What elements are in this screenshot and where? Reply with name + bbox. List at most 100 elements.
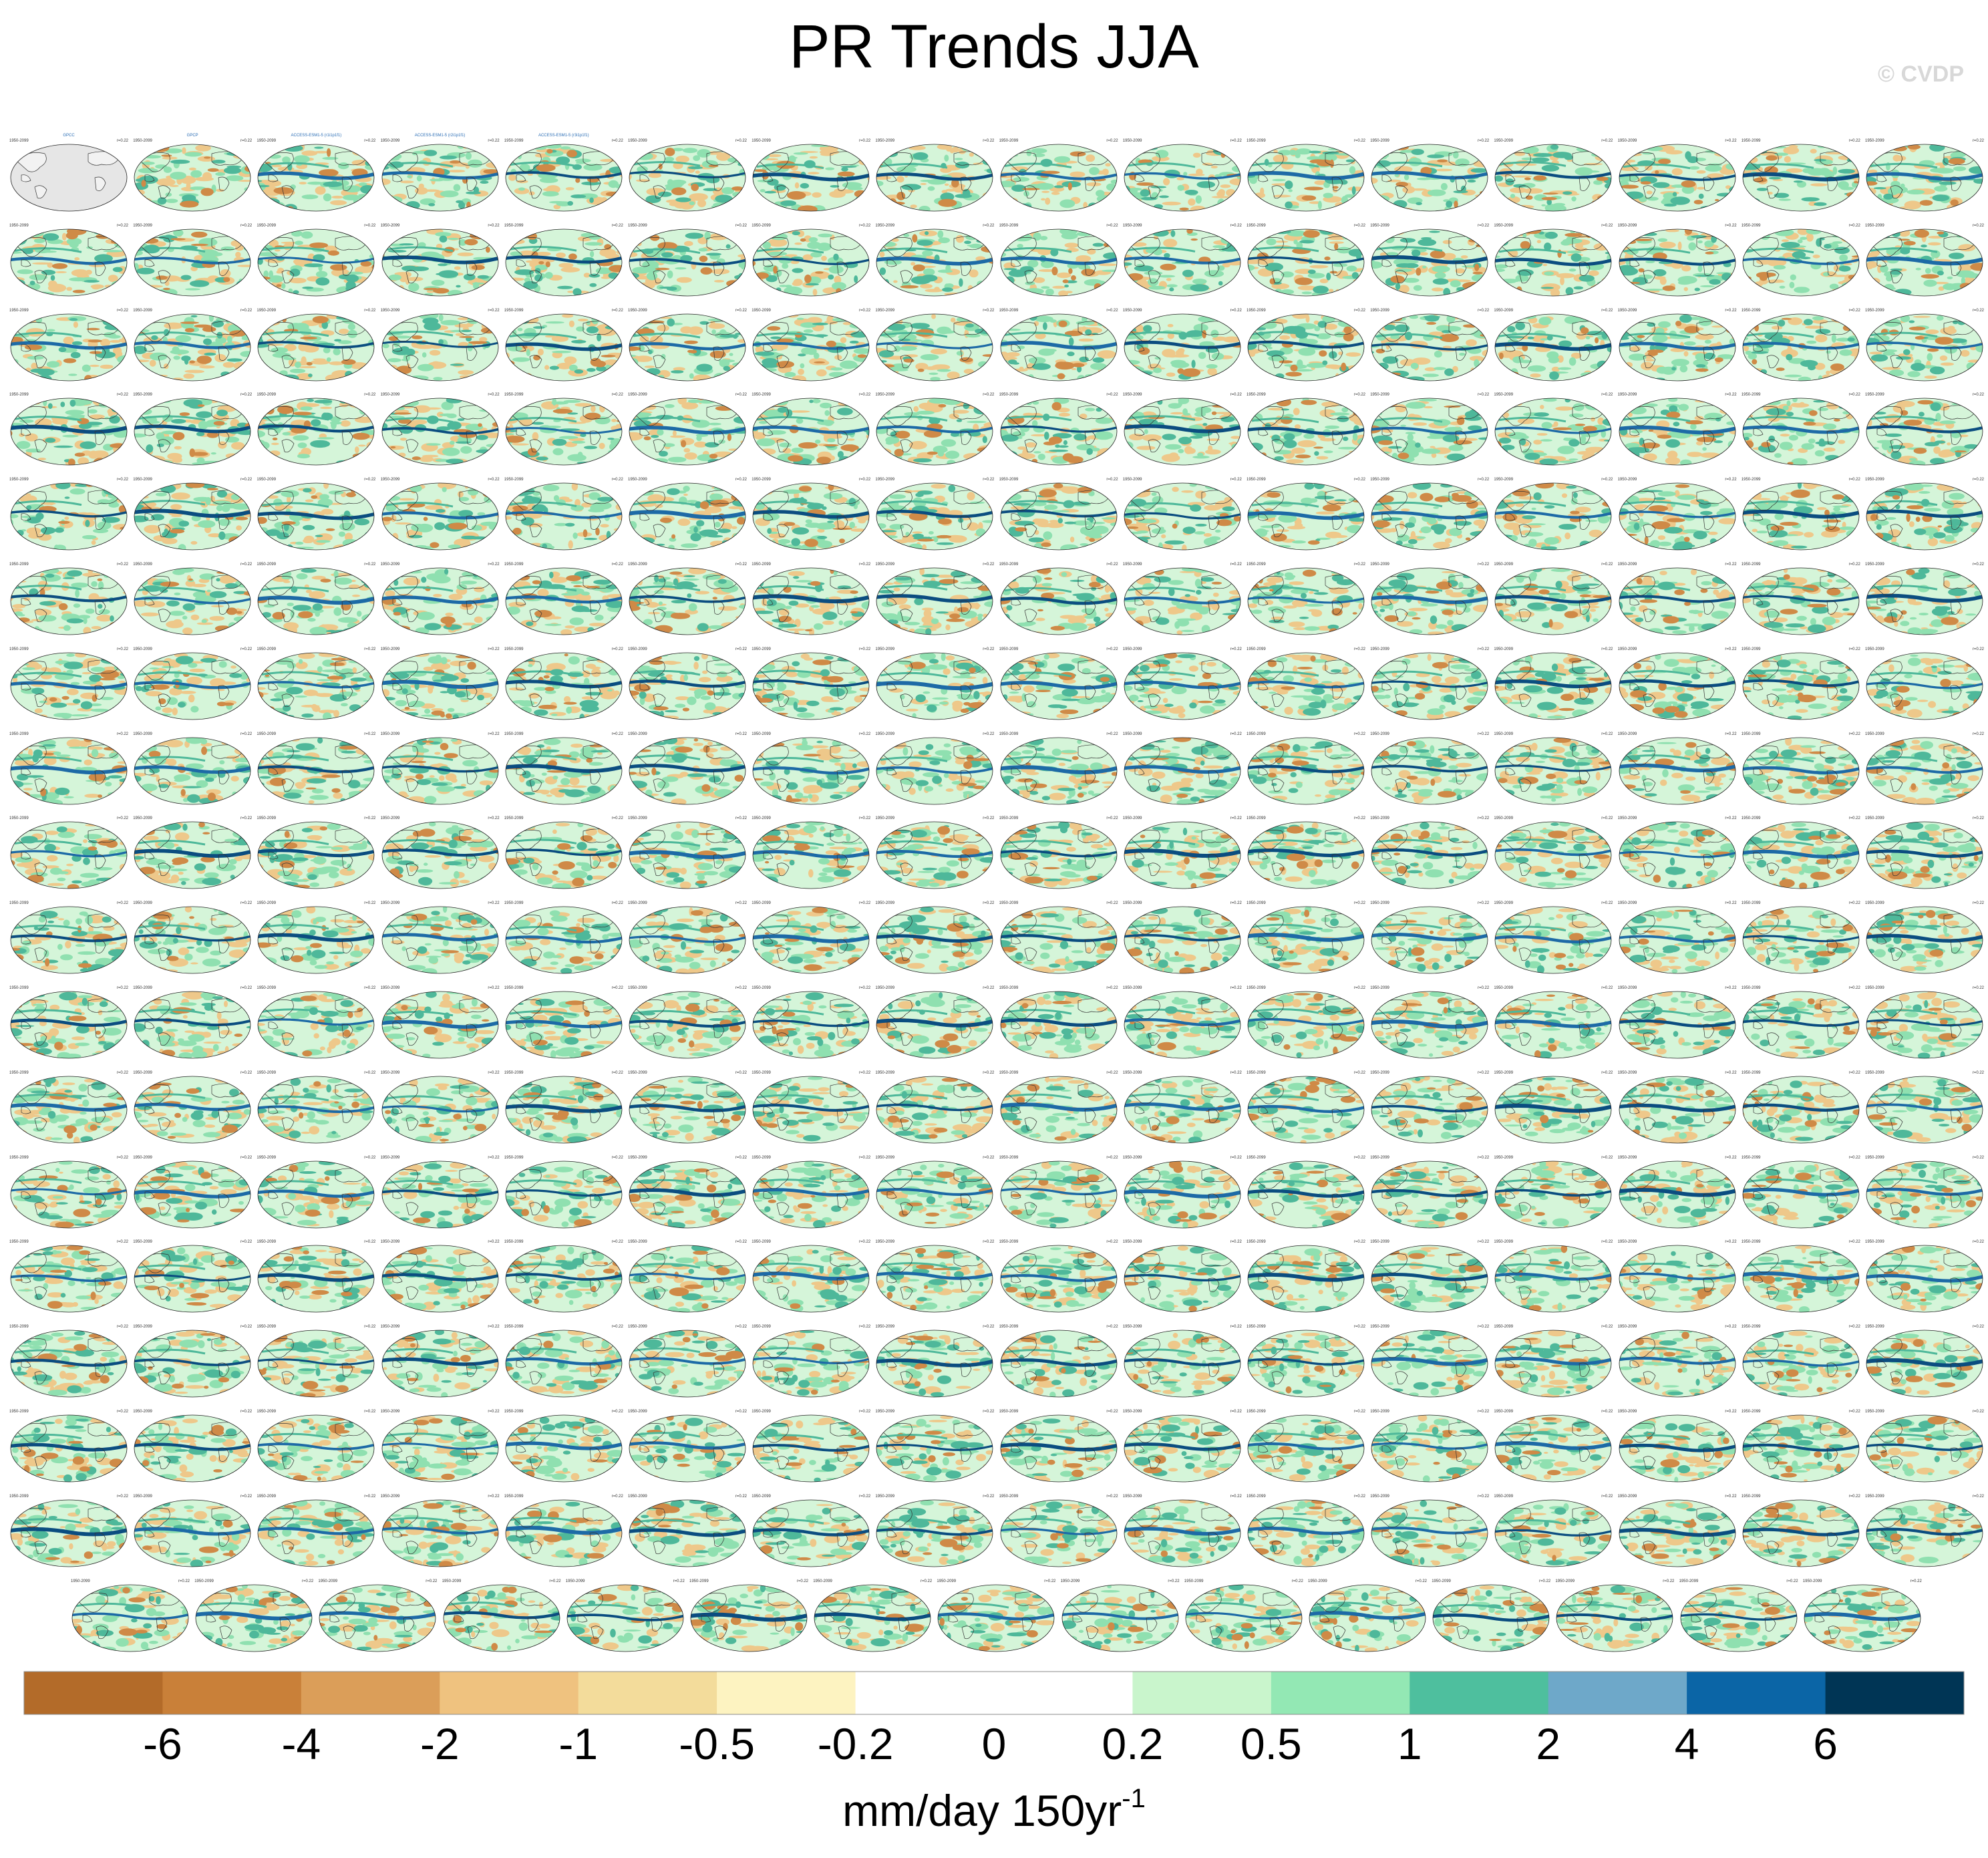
map-panel: 1950-2099 r=0.22: [379, 1489, 501, 1575]
map-figure: [381, 1414, 498, 1483]
map-figure: [1494, 1499, 1612, 1567]
map-panel: 1950-2099 r=0.22: [750, 1066, 872, 1151]
panel-stat: r=0.22: [612, 393, 623, 398]
map-panel: 1950-2099 r=0.22: [874, 557, 995, 643]
panel-period: 1950-2099: [999, 1071, 1019, 1076]
map-panel: 1950-2099 r=0.22: [379, 896, 501, 981]
map-panel: 1950-2099 r=0.22: [1864, 134, 1985, 219]
map-figure: [1619, 482, 1735, 551]
map-panel: 1950-2099 r=0.22: [874, 896, 995, 981]
map-figure: [10, 228, 128, 297]
map-panel: 1950-2099 r=0.22: [1369, 1066, 1490, 1151]
map-panel: 1950-2099 r=0.22: [8, 1150, 130, 1236]
map-figure: [10, 906, 128, 974]
map-figure: [752, 144, 870, 212]
panel-stat: r=0.22: [859, 1240, 870, 1245]
map-figure: [1247, 821, 1365, 889]
panel-stat: r=0.22: [240, 1410, 252, 1414]
map-figure: [257, 737, 375, 804]
panel-period: 1950-2099: [9, 1240, 29, 1245]
map-panel: 1950-2099 r=0.22: [8, 727, 130, 812]
panel-stat: r=0.22: [1354, 224, 1365, 228]
panel-period: 1950-2099: [1247, 563, 1266, 567]
panel-period: 1950-2099: [875, 647, 894, 652]
map-figure: [1619, 567, 1735, 635]
map-figure: [752, 737, 870, 804]
panel-stat: r=0.22: [1354, 478, 1365, 482]
panel-stat: r=0.22: [364, 1410, 375, 1414]
panel-stat: r=0.22: [1725, 1071, 1736, 1076]
panel-stat: r=0.22: [488, 1240, 499, 1245]
map-figure: [1742, 1499, 1860, 1567]
panel-stat: r=0.22: [488, 224, 499, 228]
map-panel: 1950-2099 r=0.22: [8, 981, 130, 1066]
panel-period: 1950-2099: [1803, 1579, 1822, 1584]
panel-period: 1950-2099: [257, 816, 276, 821]
panel-period: 1950-2099: [1618, 1495, 1637, 1499]
map-panel: 1950-2099 r=0.22: [1122, 1066, 1243, 1151]
panel-period: 1950-2099: [752, 816, 771, 821]
map-panel: 1950-2099 r=0.22: [627, 642, 748, 728]
map-figure: [1000, 228, 1117, 297]
map-figure: [752, 991, 870, 1059]
panel-period: 1950-2099: [1494, 1240, 1513, 1245]
map-panel-grid: GPCC 1950-2099 r=0.22 GPCP 1950-2099 r=0.22 AC…: [8, 134, 1985, 1652]
panel-period: 1950-2099: [71, 1579, 90, 1584]
colorbar-units: mm/day 150yr-1: [0, 1784, 1988, 1837]
panel-stat: r=0.22: [117, 224, 128, 228]
map-panel: 1950-2099 r=0.22: [69, 1574, 191, 1660]
map-panel: 1950-2099 r=0.22: [503, 1404, 625, 1490]
panel-period: 1950-2099: [999, 732, 1019, 737]
map-panel: 1950-2099 r=0.22: [1307, 1574, 1428, 1660]
map-figure: [443, 1584, 560, 1652]
map-panel: 1950-2099 r=0.22: [255, 727, 377, 812]
map-figure: [10, 144, 128, 212]
panel-period: 1950-2099: [1618, 1410, 1637, 1414]
map-panel: 1950-2099 r=0.22: [1617, 388, 1738, 473]
map-figure: [257, 144, 375, 212]
panel-period: 1950-2099: [1865, 139, 1884, 144]
map-figure: [134, 567, 251, 635]
panel-period: 1950-2099: [504, 986, 524, 991]
map-figure: [1247, 1160, 1365, 1228]
panel-period: 1950-2099: [628, 1240, 647, 1245]
panel-period: 1950-2099: [381, 816, 400, 821]
map-figure: [134, 991, 251, 1059]
map-figure: [1371, 1160, 1488, 1228]
panel-period: 1950-2099: [1865, 986, 1884, 991]
panel-stat: r=0.22: [1478, 563, 1489, 567]
map-panel: 1950-2099 r=0.22: [1245, 981, 1367, 1066]
panel-stat: r=0.22: [859, 563, 870, 567]
panel-period: 1950-2099: [628, 1410, 647, 1414]
panel-period: 1950-2099: [1123, 901, 1142, 906]
map-panel: 1950-2099 r=0.22: [998, 303, 1120, 389]
map-figure: [505, 567, 623, 635]
panel-stat: r=0.22: [983, 224, 994, 228]
panel-stat: r=0.22: [117, 732, 128, 737]
map-figure: [1742, 228, 1860, 297]
panel-period: 1950-2099: [381, 393, 400, 398]
panel-stat: r=0.22: [1601, 732, 1613, 737]
map-panel: 1950-2099 r=0.22: [688, 1574, 810, 1660]
panel-stat: r=0.22: [1044, 1579, 1055, 1584]
map-figure: [629, 906, 746, 974]
panel-stat: r=0.22: [983, 1410, 994, 1414]
panel-stat: r=0.22: [1230, 224, 1242, 228]
panel-stat: r=0.22: [612, 563, 623, 567]
map-panel: 1950-2099 r=0.22: [1122, 1404, 1243, 1490]
panel-stat: r=0.22: [117, 986, 128, 991]
panel-period: 1950-2099: [1742, 647, 1761, 652]
panel-stat: r=0.22: [735, 139, 747, 144]
panel-period: 1950-2099: [1123, 1495, 1142, 1499]
map-panel: 1950-2099 r=0.22: [132, 811, 253, 897]
map-panel: 1950-2099 r=0.22: [1183, 1574, 1305, 1660]
map-figure: [1247, 906, 1365, 974]
panel-stat: r=0.22: [1601, 478, 1613, 482]
panel-stat: r=0.22: [364, 1156, 375, 1160]
panel-stat: r=0.22: [1230, 1156, 1242, 1160]
map-panel: 1950-2099 r=0.22: [1122, 727, 1243, 812]
panel-period: 1950-2099: [1370, 393, 1389, 398]
map-panel: 1950-2099 r=0.22: [1492, 642, 1614, 728]
map-figure: [10, 1160, 128, 1228]
map-panel: 1950-2099 r=0.22: [1369, 896, 1490, 981]
